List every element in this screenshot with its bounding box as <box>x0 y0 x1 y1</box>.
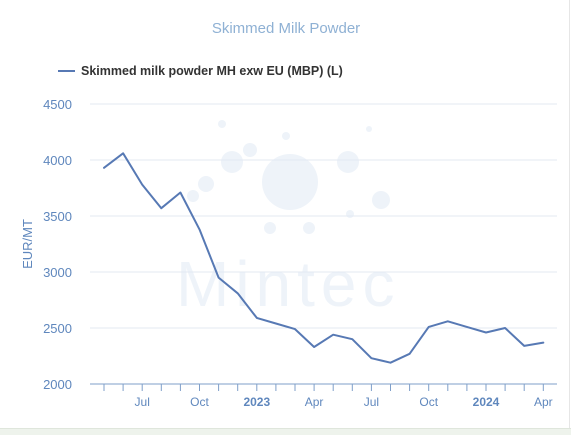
y-axis-label: EUR/MT <box>20 219 35 269</box>
footer-strip <box>0 428 571 435</box>
y-tick-label: 2000 <box>43 377 72 392</box>
y-tick-label: 3500 <box>43 209 72 224</box>
data-point[interactable] <box>197 227 202 232</box>
data-point[interactable] <box>102 165 107 170</box>
data-point[interactable] <box>426 324 431 329</box>
watermark-dot <box>243 143 257 157</box>
data-point[interactable] <box>254 315 259 320</box>
x-tick-label: 2024 <box>473 395 500 409</box>
watermark-dot <box>366 126 372 132</box>
watermark-dot <box>262 154 318 210</box>
data-point[interactable] <box>445 319 450 324</box>
data-point[interactable] <box>121 151 126 156</box>
watermark-dot <box>337 151 359 173</box>
y-tick-label: 3000 <box>43 265 72 280</box>
x-tick-label: 2023 <box>243 395 270 409</box>
data-point[interactable] <box>369 356 374 361</box>
legend[interactable]: Skimmed milk powder MH exw EU (MBP) (L) <box>58 64 343 78</box>
x-axis-ticks: Jul Oct 2023 Apr Jul Oct 2024 Apr <box>103 384 553 409</box>
legend-label[interactable]: Skimmed milk powder MH exw EU (MBP) (L) <box>81 64 343 78</box>
watermark-dot <box>303 222 315 234</box>
series-line[interactable] <box>103 152 545 364</box>
data-point[interactable] <box>178 190 183 195</box>
x-tick-label: Jul <box>135 395 150 409</box>
data-point[interactable] <box>273 321 278 326</box>
data-point[interactable] <box>522 343 527 348</box>
data-point[interactable] <box>140 182 145 187</box>
watermark-text: Mintec <box>176 248 401 320</box>
y-tick-label: 4000 <box>43 153 72 168</box>
watermark-dot <box>346 210 354 218</box>
x-tick-label: Oct <box>190 395 209 409</box>
data-point[interactable] <box>216 275 221 280</box>
gridlines <box>90 103 557 329</box>
y-axis-ticks: 2000 2500 3000 3500 4000 4500 <box>43 97 72 392</box>
chart-title: Skimmed Milk Powder <box>212 20 360 37</box>
data-point[interactable] <box>388 360 393 365</box>
x-tick-label: Oct <box>419 395 438 409</box>
data-point[interactable] <box>235 291 240 296</box>
watermark-dot <box>198 176 214 192</box>
watermark-dot <box>372 191 390 209</box>
y-tick-label: 2500 <box>43 321 72 336</box>
watermark-dot <box>221 151 243 173</box>
watermark-dot <box>264 222 276 234</box>
watermark-dot <box>218 120 226 128</box>
data-point[interactable] <box>541 340 546 345</box>
y-tick-label: 4500 <box>43 97 72 112</box>
watermark-dot <box>187 190 199 202</box>
data-point[interactable] <box>293 327 298 332</box>
data-point[interactable] <box>159 206 164 211</box>
data-point[interactable] <box>464 324 469 329</box>
x-tick-label: Jul <box>364 395 379 409</box>
data-point[interactable] <box>312 345 317 350</box>
mintec-watermark: Mintec <box>176 120 401 320</box>
plot-area <box>102 151 546 365</box>
watermark-dot <box>282 132 290 140</box>
data-point[interactable] <box>407 351 412 356</box>
data-point[interactable] <box>350 337 355 342</box>
x-tick-label: Apr <box>305 395 324 409</box>
data-point[interactable] <box>484 330 489 335</box>
data-point[interactable] <box>331 332 336 337</box>
data-point[interactable] <box>503 326 508 331</box>
x-tick-label: Apr <box>534 395 553 409</box>
